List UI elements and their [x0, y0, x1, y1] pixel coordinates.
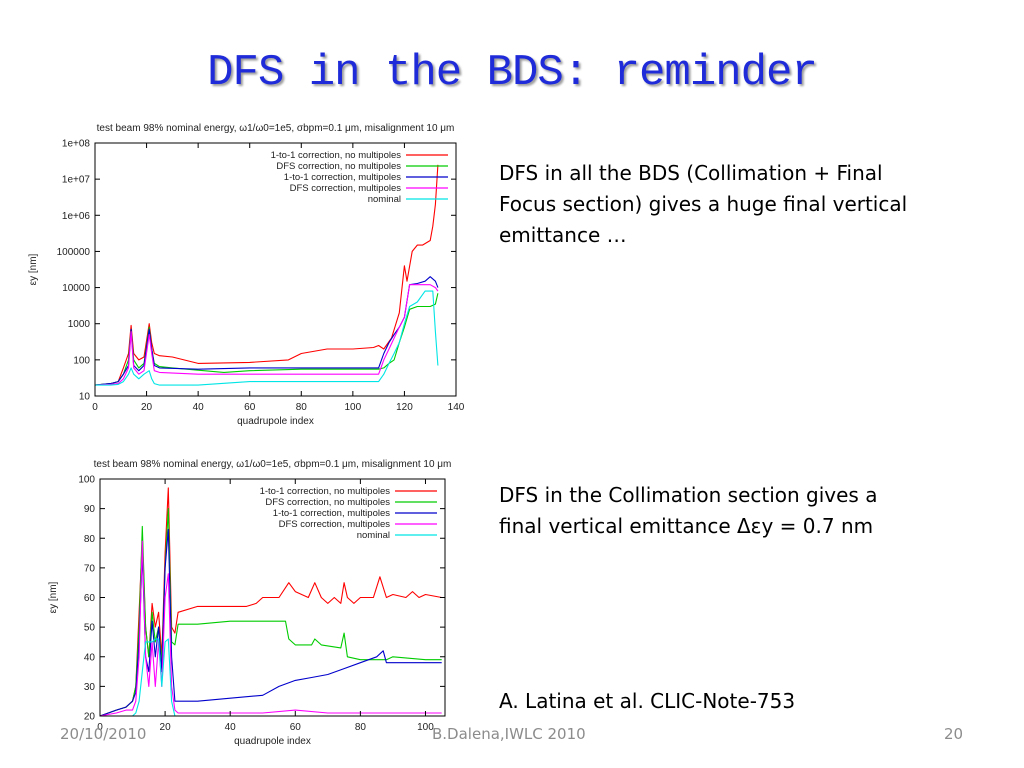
text-line: A. Latina et al. CLIC-Note-753	[499, 689, 796, 713]
legend-label: 1-to-1 correction, multipoles	[273, 508, 390, 519]
series-line-4	[94, 284, 439, 386]
text-paragraph-3: A. Latina et al. CLIC-Note-753	[499, 686, 795, 717]
x-tick-label: 40	[193, 402, 205, 413]
x-tick-label: 40	[225, 722, 237, 733]
footer-author: B.Dalena,IWLC 2010	[432, 725, 586, 743]
x-tick-label: 20	[141, 402, 153, 413]
chart-top: test beam 98% nominal energy, ω1/ω0=1e5,…	[28, 123, 465, 427]
plot-frame	[94, 142, 457, 397]
x-tick-label: 0	[92, 402, 98, 413]
y-tick-label: 90	[84, 504, 96, 515]
legend-label: nominal	[357, 530, 390, 541]
y-tick-label: 20	[84, 712, 96, 723]
text-paragraph-1: DFS in all the BDS (Collimation + Final …	[499, 158, 907, 251]
x-tick-label: 140	[448, 402, 465, 413]
text-line: DFS in all the BDS (Collimation + Final	[499, 161, 883, 185]
text-line: emittance …	[499, 223, 627, 247]
x-tick-label: 100	[345, 402, 362, 413]
y-tick-label: 60	[84, 593, 96, 604]
text-paragraph-2: DFS in the Collimation section gives a f…	[499, 480, 877, 542]
legend-label: 1-to-1 correction, no multipoles	[271, 150, 402, 161]
chart-title: test beam 98% nominal energy, ω1/ω0=1e5,…	[97, 123, 455, 134]
footer-date: 20/10/2010	[60, 725, 147, 743]
y-tick-label: 30	[84, 682, 96, 693]
y-tick-label: 100000	[57, 247, 91, 258]
x-tick-label: 0	[97, 722, 103, 733]
y-tick-label: 100	[73, 355, 90, 366]
legend-label: 1-to-1 correction, multipoles	[284, 172, 401, 183]
y-axis-label: εy [nm]	[48, 581, 59, 613]
legend-label: nominal	[368, 194, 401, 205]
series-line-1	[99, 487, 442, 717]
y-tick-label: 50	[84, 623, 96, 634]
x-tick-label: 60	[244, 402, 256, 413]
y-tick-label: 40	[84, 652, 96, 663]
x-tick-label: 80	[355, 722, 367, 733]
series-line-4	[99, 540, 442, 717]
footer-page-number: 20	[944, 725, 964, 743]
y-tick-label: 1e+07	[62, 175, 91, 186]
y-tick-label: 1e+06	[62, 211, 91, 222]
legend-label: 1-to-1 correction, no multipoles	[260, 486, 391, 497]
x-axis-label: quadrupole index	[234, 736, 311, 747]
text-line: Focus section) gives a huge final vertic…	[499, 192, 908, 216]
text-line: DFS in the Collimation section gives a	[499, 483, 878, 507]
legend-label: DFS correction, no multipoles	[265, 497, 390, 508]
chart-title: test beam 98% nominal energy, ω1/ω0=1e5,…	[94, 459, 452, 470]
x-axis-label: quadrupole index	[237, 416, 314, 427]
y-tick-label: 70	[84, 563, 96, 574]
y-tick-label: 100	[78, 475, 95, 486]
y-tick-label: 10	[79, 392, 91, 403]
series-line-5	[95, 290, 439, 386]
y-tick-label: 10000	[62, 283, 90, 294]
x-tick-label: 60	[290, 722, 302, 733]
legend-label: DFS correction, multipoles	[279, 519, 391, 530]
x-tick-label: 80	[296, 402, 308, 413]
y-tick-label: 1000	[68, 319, 91, 330]
chart-bottom: test beam 98% nominal energy, ω1/ω0=1e5,…	[48, 459, 452, 747]
legend-label: DFS correction, multipoles	[290, 183, 402, 194]
slide-title: DFS in the BDS: reminder	[207, 48, 818, 98]
legend-label: DFS correction, no multipoles	[276, 161, 401, 172]
x-tick-label: 120	[396, 402, 413, 413]
y-tick-label: 1e+08	[62, 139, 91, 150]
y-axis-label: εy [nm]	[28, 253, 39, 285]
x-tick-label: 100	[417, 722, 434, 733]
y-tick-label: 80	[84, 534, 96, 545]
text-line: final vertical emittance Δεy = 0.7 nm	[499, 514, 874, 538]
x-tick-label: 20	[160, 722, 172, 733]
